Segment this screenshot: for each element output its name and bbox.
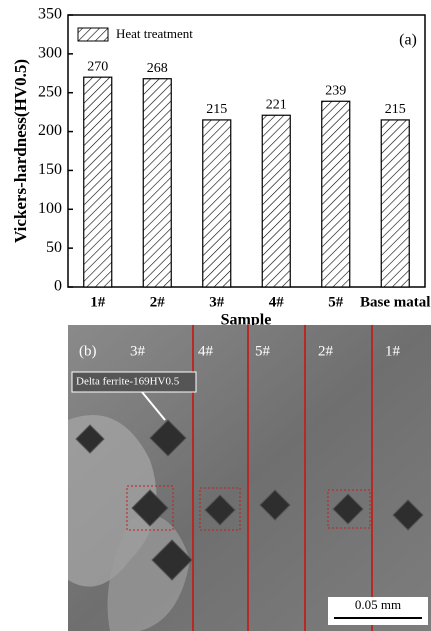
y-tick-label: 50: [46, 239, 62, 256]
x-tick-label: 3#: [209, 294, 225, 310]
y-tick-label: 200: [38, 122, 62, 139]
y-tick-label: 150: [38, 161, 62, 178]
annotation-arrow: [141, 391, 166, 421]
value-label: 270: [87, 59, 108, 74]
region-label: 3#: [130, 343, 146, 359]
annotation: Delta ferrite-169HV0.5: [76, 376, 180, 388]
bar: [380, 119, 410, 288]
bar: [321, 100, 351, 288]
x-axis-label: Sample: [221, 312, 272, 329]
panel-label: (b): [79, 343, 97, 359]
value-label: 215: [385, 102, 406, 117]
scale-bar-box: [328, 597, 428, 625]
bar: [202, 119, 232, 288]
x-tick-label: 5#: [328, 294, 344, 310]
value-label: 215: [206, 102, 227, 117]
indent-boxes: [126, 485, 371, 531]
region-label: 1#: [385, 343, 401, 359]
legend-label: Heat treatment: [116, 26, 193, 41]
bar: [142, 78, 172, 288]
y-tick-label: 350: [38, 6, 62, 23]
region-label: 4#: [198, 343, 214, 359]
legend-swatch: [77, 27, 109, 42]
region-label: 5#: [255, 343, 271, 359]
x-tick-label: Base matal: [360, 294, 430, 310]
y-tick-label: 0: [54, 278, 62, 295]
x-tick-label: 2#: [150, 294, 166, 310]
value-label: 239: [325, 83, 346, 98]
y-tick-label: 100: [38, 200, 62, 217]
y-tick-label: 250: [38, 83, 62, 100]
bar: [261, 114, 291, 288]
micrograph: Delta ferrite-169HV0.5 (b) 3# 4# 5# 2# 1…: [68, 325, 431, 631]
y-axis-label: Vickers-hardness(HV0.5): [11, 59, 30, 243]
region-borders: [192, 325, 373, 631]
y-tick-label: 300: [38, 45, 62, 62]
value-label: 268: [147, 61, 168, 76]
x-tick-label: 4#: [269, 294, 285, 310]
region-label: 2#: [318, 343, 334, 359]
panel-label: (a): [399, 32, 417, 49]
annotation-box: [71, 371, 197, 393]
indents: [75, 419, 424, 581]
bar: [83, 76, 113, 288]
plot-frame: [67, 14, 426, 288]
chart: 0 50 100 150 200 250 300 350 1# 270 2# 268 3# 215 4# 22…: [38, 6, 430, 311]
value-label: 221: [266, 97, 287, 112]
scale-bar-label: 0.05 mm: [355, 597, 401, 612]
x-tick-label: 1#: [90, 294, 106, 310]
